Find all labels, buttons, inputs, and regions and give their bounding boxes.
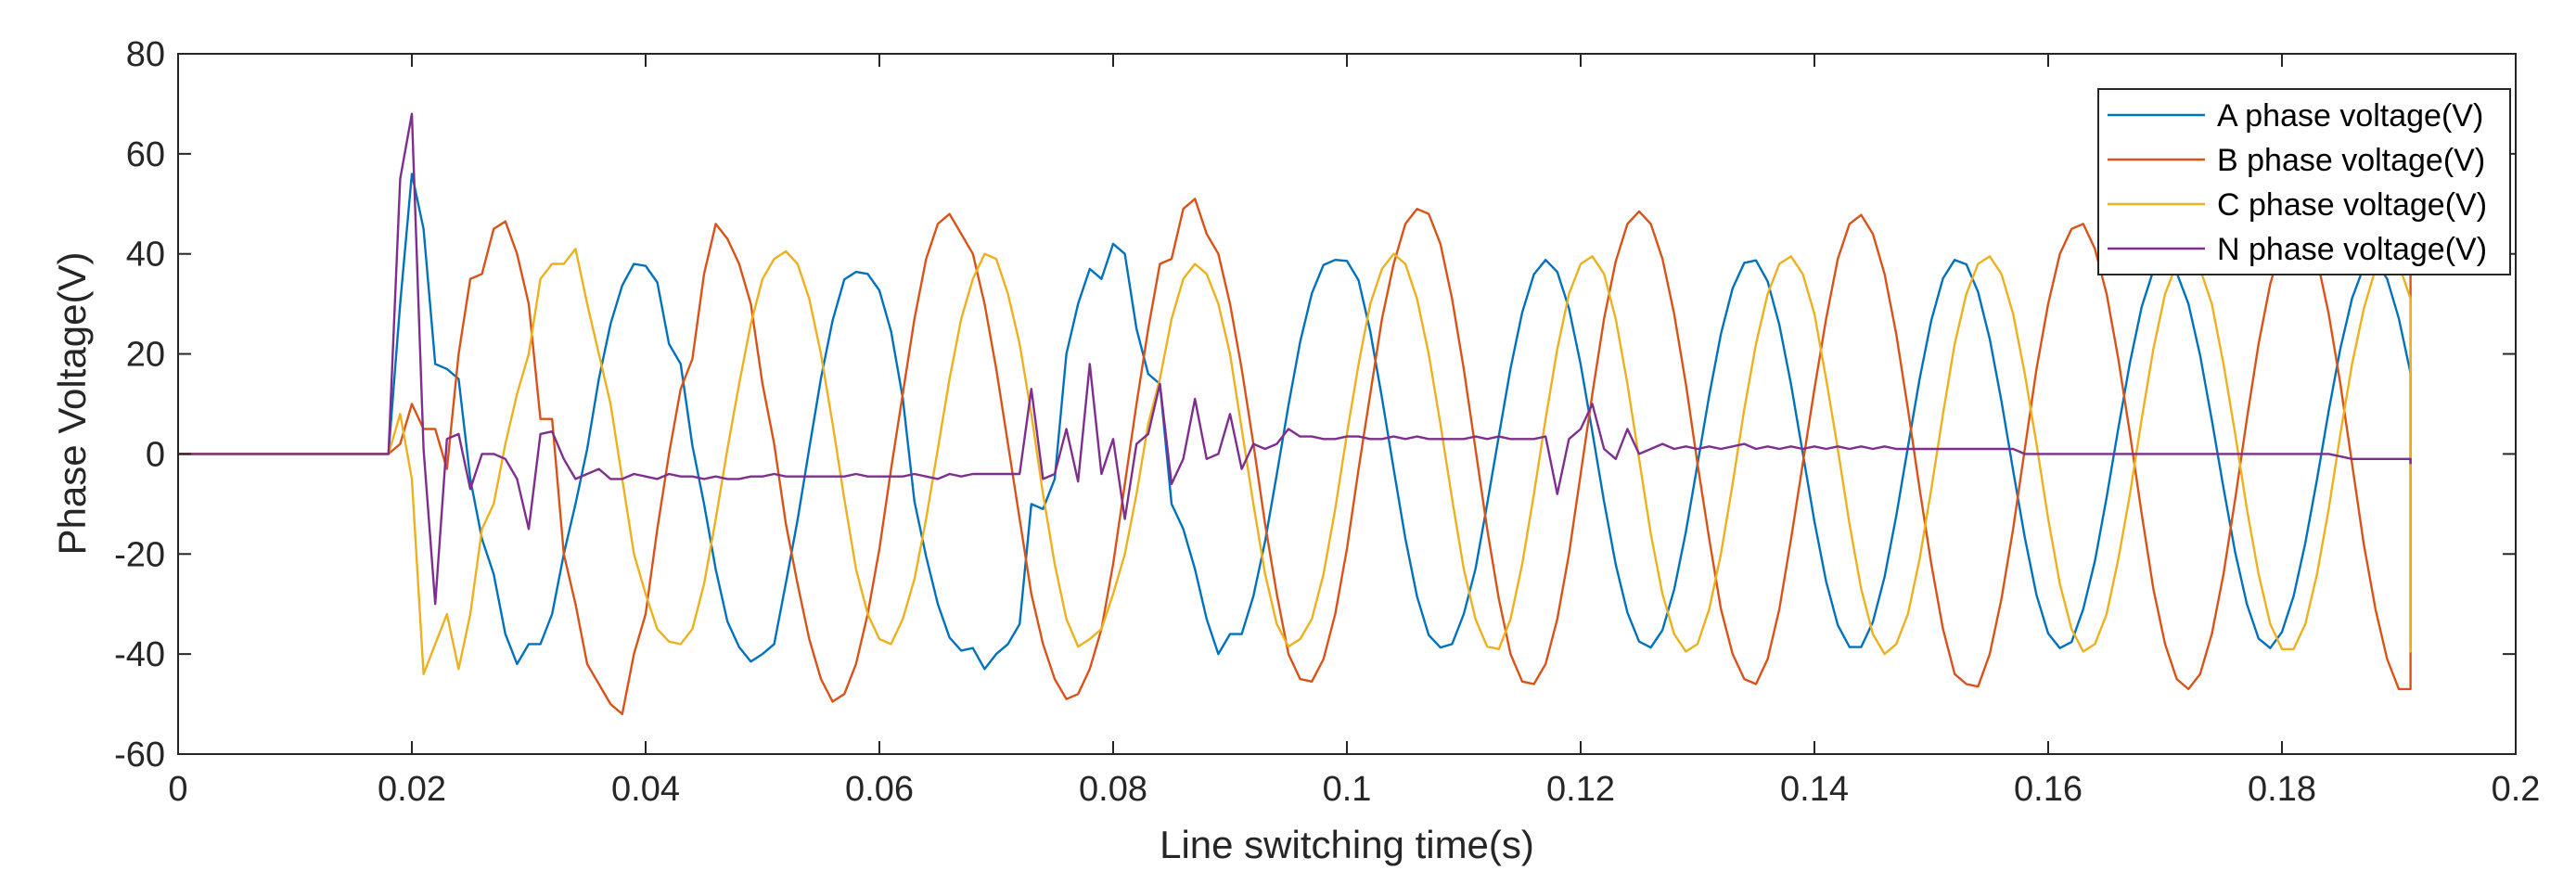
x-tick-label: 0.04	[611, 770, 680, 809]
series-line	[178, 248, 2412, 675]
x-tick-label: 0.06	[845, 770, 914, 809]
y-tick-label: 0	[146, 435, 165, 474]
x-tick-label: 0.1	[1323, 770, 1372, 809]
x-tick-label: 0.08	[1079, 770, 1147, 809]
y-tick-label: -60	[114, 736, 165, 774]
series-layer	[178, 112, 2412, 716]
x-tick-label: 0.14	[1780, 770, 1849, 809]
legend-entry-label: N phase voltage(V)	[2217, 232, 2487, 267]
x-axis-ticks: 0 0.02 0.04 0.06 0.08 0.1 0.12 0.14 0.16 0.18 0.2	[168, 54, 2540, 809]
x-axis-title: Line switching time(s)	[1160, 823, 1534, 866]
series-line	[178, 173, 2412, 671]
x-tick-label: 0	[168, 770, 187, 809]
legend-entry-label: B phase voltage(V)	[2217, 143, 2485, 178]
y-tick-label: -40	[114, 635, 165, 674]
y-tick-label: -20	[114, 535, 165, 574]
legend: A phase voltage(V) B phase voltage(V) C ph…	[2097, 88, 2511, 275]
y-tick-label: 60	[126, 135, 165, 174]
y-tick-label: 80	[126, 35, 165, 74]
x-tick-label: 0.2	[2492, 770, 2541, 809]
series-line	[178, 112, 2412, 606]
legend-entry-label: C phase voltage(V)	[2217, 187, 2487, 223]
y-tick-label: 20	[126, 336, 165, 375]
series-line	[178, 198, 2412, 716]
x-tick-label: 0.16	[2014, 770, 2083, 809]
y-tick-label: 40	[126, 236, 165, 275]
x-tick-label: 0.12	[1546, 770, 1615, 809]
legend-entry-label: A phase voltage(V)	[2217, 98, 2483, 134]
y-axis-ticks: -60 -40 -20 0 20 40 60 80	[114, 35, 2516, 774]
legend-box	[2097, 88, 2511, 275]
x-tick-label: 0.18	[2248, 770, 2316, 809]
x-tick-label: 0.02	[378, 770, 446, 809]
y-axis-title: Phase Voltage(V)	[50, 252, 94, 556]
